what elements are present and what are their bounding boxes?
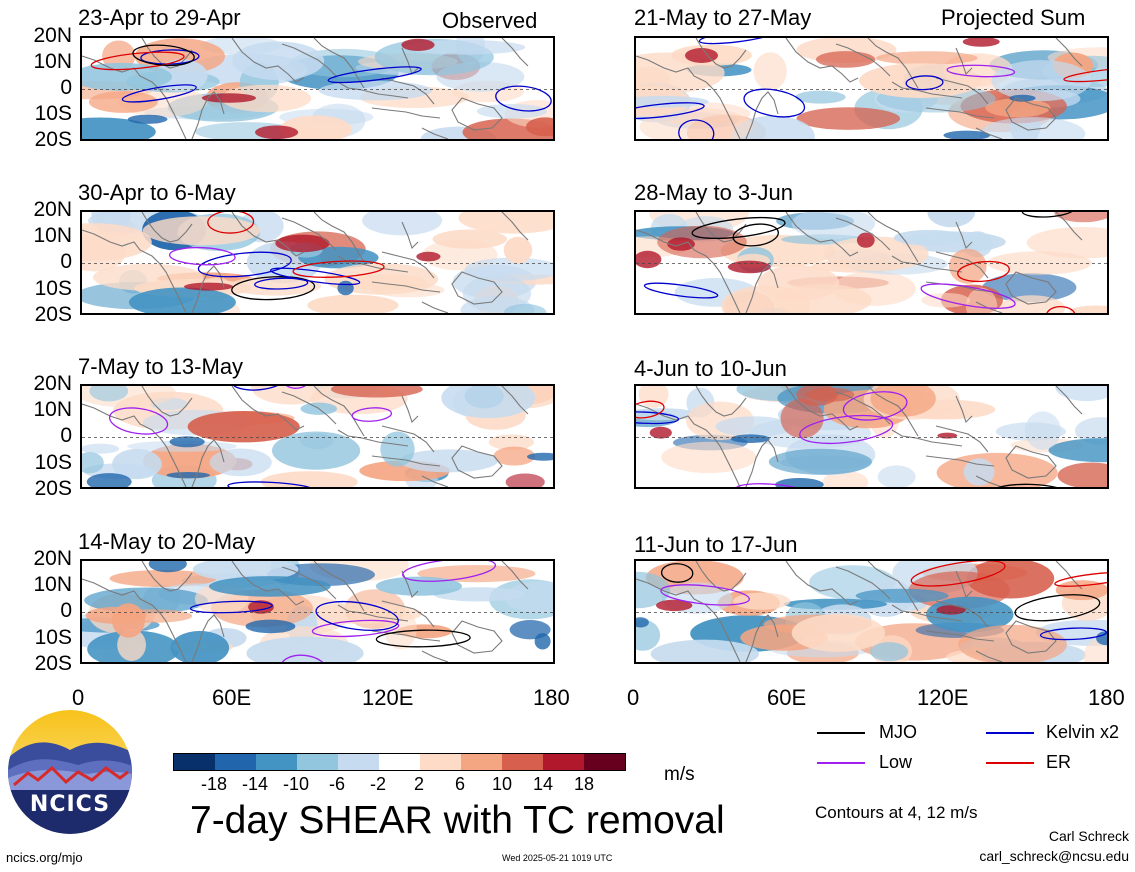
lon-label-0: 0 <box>627 685 640 710</box>
map-panel-2 <box>80 210 555 315</box>
colorbar-label: 2 <box>413 774 424 794</box>
panel-title-5: 21-May to 27-May <box>634 5 812 30</box>
lat-label-10s: 10S <box>34 626 72 649</box>
lat-label-20n: 20N <box>33 198 72 221</box>
map-panel-6 <box>634 210 1109 315</box>
colorbar-swatch <box>543 754 584 770</box>
lat-label-20s: 20S <box>34 303 72 326</box>
lat-label-10s: 10S <box>34 102 72 125</box>
lat-label-10n: 10N <box>33 224 72 247</box>
lat-label-10n: 10N <box>33 398 72 421</box>
colorbar-swatch <box>461 754 502 770</box>
lon-label-180: 180 <box>1088 685 1125 710</box>
colorbar-label: 10 <box>491 774 513 794</box>
lon-label-180: 180 <box>533 685 570 710</box>
panel-title-8: 11-Jun to 17-Jun <box>634 532 798 557</box>
legend-label-mjo: MJO <box>879 722 917 742</box>
legend-line-low <box>817 762 865 764</box>
lat-label-20s: 20S <box>34 652 72 675</box>
map-panel-5 <box>634 36 1109 141</box>
colorbar-label: -14 <box>241 774 268 794</box>
colorbar-label: 6 <box>454 774 465 794</box>
legend-label-kelvin: Kelvin x2 <box>1046 722 1120 742</box>
colorbar-swatch <box>215 754 256 770</box>
colorbar-label: 18 <box>573 774 595 794</box>
colorbar-swatch <box>584 754 625 770</box>
logo-text: NCICS <box>29 792 111 817</box>
lat-label-10s: 10S <box>34 277 72 300</box>
lon-label-120e: 120E <box>362 685 414 710</box>
lat-label-0: 0 <box>60 599 72 622</box>
panel-title-4: 14-May to 20-May <box>78 529 256 554</box>
lat-label-20n: 20N <box>33 24 72 47</box>
panel-title-3: 7-May to 13-May <box>78 354 244 379</box>
legend-line-kelvin <box>986 732 1034 734</box>
colorbar-swatch <box>338 754 379 770</box>
colorbar-label: -6 <box>328 774 345 794</box>
site-link[interactable]: ncics.org/mjo <box>6 850 83 865</box>
legend-label-er: ER <box>1046 752 1072 772</box>
colorbar <box>173 753 626 771</box>
map-panel-3 <box>80 384 555 489</box>
colorbar-label: -2 <box>369 774 386 794</box>
colorbar-label: 14 <box>532 774 554 794</box>
lat-label-0: 0 <box>60 250 72 273</box>
lat-label-10n: 10N <box>33 573 72 596</box>
colorbar-label: -18 <box>200 774 227 794</box>
colorbar-swatch <box>174 754 215 770</box>
legend-line-mjo <box>817 732 865 734</box>
colorbar-swatch <box>420 754 461 770</box>
map-panel-1 <box>80 36 555 141</box>
lat-label-20n: 20N <box>33 547 72 570</box>
author-name: Carl Schreck <box>1048 828 1129 844</box>
colorbar-swatch <box>379 754 420 770</box>
panel-title-1: 23-Apr to 29-Apr <box>78 5 241 30</box>
lat-label-10s: 10S <box>34 451 72 474</box>
colorbar-swatch <box>297 754 338 770</box>
lon-label-0: 0 <box>72 685 85 710</box>
lat-label-20s: 20S <box>34 128 72 151</box>
lat-label-0: 0 <box>60 76 72 99</box>
lat-label-20s: 20S <box>34 477 72 500</box>
legend-label-low: Low <box>879 752 913 772</box>
panel-title-7: 4-Jun to 10-Jun <box>634 356 787 381</box>
panel-title-6: 28-May to 3-Jun <box>634 180 793 205</box>
lat-label-10n: 10N <box>33 50 72 73</box>
ncics-logo: NCICS <box>8 710 132 834</box>
contour-note: Contours at 4, 12 m/s <box>815 803 978 822</box>
panel-tag-observed: Observed <box>442 8 538 33</box>
lat-label-0: 0 <box>60 424 72 447</box>
colorbar-label: -10 <box>282 774 309 794</box>
panel-tag-projected: Projected Sum <box>941 5 1086 30</box>
lon-label-60e: 60E <box>767 685 807 710</box>
lon-label-120e: 120E <box>917 685 969 710</box>
colorbar-swatch <box>502 754 543 770</box>
panel-title-2: 30-Apr to 6-May <box>78 180 236 205</box>
timestamp: Wed 2025-05-21 1019 UTC <box>502 853 613 863</box>
figure-title: 7-day SHEAR with TC removal <box>190 799 725 842</box>
map-panel-7 <box>634 384 1109 489</box>
colorbar-swatch <box>256 754 297 770</box>
lon-label-60e: 60E <box>212 685 252 710</box>
map-panel-4 <box>80 559 555 664</box>
author-email: carl_schreck@ncsu.edu <box>979 848 1129 864</box>
map-panel-8 <box>634 559 1109 664</box>
legend-line-er <box>986 762 1034 764</box>
lat-label-20n: 20N <box>33 372 72 395</box>
colorbar-units: m/s <box>664 764 695 785</box>
